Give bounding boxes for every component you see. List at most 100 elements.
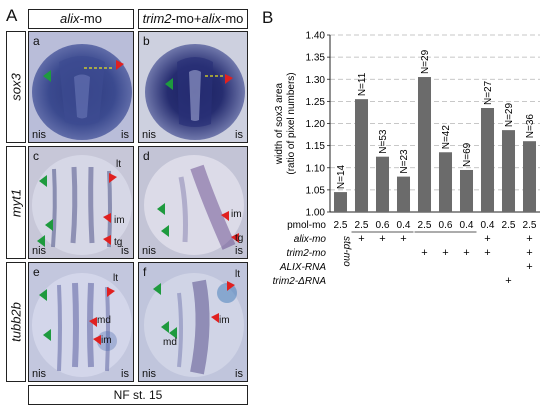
embryo-image-e: e lt md im nis is — [28, 262, 134, 382]
dose-value: 0.6 — [376, 220, 390, 231]
cell-f-label-im: im — [219, 315, 230, 326]
row-label-sox3: sox3 — [6, 31, 26, 143]
cell-b-nis: nis — [142, 129, 157, 141]
y-axis-label-line-2: (ratio of pixel numbers) — [286, 72, 297, 174]
bar — [480, 108, 495, 212]
condition-plus-mark: + — [526, 261, 532, 273]
row-label-tubb2b: tubb2b — [6, 262, 26, 382]
y-tick-label: 1.25 — [306, 97, 326, 108]
cell-c-label-tg: tg — [114, 237, 123, 248]
condition-plus-mark: + — [421, 247, 427, 259]
condition-plus-mark: + — [463, 247, 469, 259]
bar-n-label: N=14 — [336, 164, 347, 189]
cell-c-letter: c — [33, 149, 39, 163]
cell-e-nis: nis — [32, 368, 47, 380]
bar-n-label: N=27 — [483, 80, 494, 105]
bar — [396, 176, 411, 212]
cell-d-label-im: im — [231, 209, 242, 220]
bar-n-label: N=29 — [504, 103, 515, 128]
bar — [501, 130, 516, 212]
y-tick-label: 1.00 — [306, 208, 326, 219]
cell-f-label-md: md — [163, 337, 177, 348]
cell-a-letter: a — [33, 34, 40, 48]
condition-row-label: trim2-mo — [287, 248, 327, 259]
cell-f-letter: f — [143, 265, 147, 279]
y-tick-label: 1.15 — [306, 141, 326, 152]
cell-a-nis: nis — [32, 129, 47, 141]
bar-chart: 1.00 1.05 1.10 1.15 1.20 1.25 1.30 1.35 1.40 widt… — [273, 31, 540, 287]
dose-value: 0.4 — [481, 220, 495, 231]
y-axis-label-line-1: width of sox3 area — [274, 82, 285, 165]
cell-c-label-lt: lt — [116, 159, 121, 170]
y-tick-label: 1.05 — [306, 185, 326, 196]
condition-plus-mark: + — [526, 233, 532, 245]
cell-c-is: is — [121, 245, 129, 257]
dose-value: 2.5 — [334, 220, 348, 231]
condition-plus-mark: + — [358, 233, 364, 245]
col-header-1-gene: alix — [60, 11, 80, 26]
row-label-myt1: myt1 — [6, 146, 26, 259]
dose-value: 2.5 — [523, 220, 537, 231]
y-tick-label: 1.20 — [306, 119, 326, 130]
col-header-trim2-alix-mo: trim2-mo+alix-mo — [138, 9, 248, 29]
bar — [354, 99, 369, 212]
col-header-alix-mo: alix-mo — [28, 9, 134, 29]
bar-n-label: N=23 — [399, 149, 410, 174]
cell-e-letter: e — [33, 265, 40, 279]
cell-d-nis: nis — [142, 245, 157, 257]
cell-d-is: is — [235, 245, 243, 257]
col-header-2-prefix: trim2 — [142, 11, 172, 26]
bar — [375, 156, 390, 212]
cell-b-is: is — [235, 129, 243, 141]
condition-plus-mark: + — [526, 247, 532, 259]
cell-e-label-lt: lt — [113, 273, 118, 284]
col-header-2-gene: alix — [201, 11, 221, 26]
cell-b-letter: b — [143, 34, 150, 48]
condition-plus-mark: + — [400, 233, 406, 245]
panel-a-letter: A — [6, 6, 18, 25]
embryo-image-f: f lt md im nis is — [138, 262, 248, 382]
condition-plus-mark: + — [484, 233, 490, 245]
cell-d-letter: d — [143, 149, 150, 163]
col-header-2-suffix: -mo — [221, 11, 244, 26]
stage-footer: NF st. 15 — [28, 385, 248, 405]
condition-row-label: trim2-ΔRNA — [273, 276, 327, 287]
dose-value: 2.5 — [418, 220, 432, 231]
panel-b-letter: B — [262, 8, 274, 27]
y-tick-label: 1.40 — [306, 31, 326, 42]
cell-e-label-md: md — [97, 315, 111, 326]
y-tick-label: 1.35 — [306, 53, 326, 64]
dose-value: 2.5 — [502, 220, 516, 231]
bar-n-label: N=11 — [357, 72, 368, 96]
bar-n-label: N=36 — [525, 114, 536, 139]
cell-f-nis: nis — [142, 368, 157, 380]
bar — [438, 152, 453, 212]
dose-value: 2.5 — [355, 220, 369, 231]
cell-a-is: is — [121, 129, 129, 141]
col-header-1-suffix: -mo — [79, 11, 102, 26]
bar-n-label: N=42 — [441, 125, 452, 150]
dose-value: 0.4 — [460, 220, 474, 231]
embryo-image-b: b nis is — [138, 31, 248, 143]
y-tick-label: 1.10 — [306, 163, 326, 174]
std-mo-label: std-mo — [341, 236, 352, 267]
cell-c-label-im: im — [114, 215, 125, 226]
bar-n-label: N=69 — [462, 142, 473, 167]
condition-plus-mark: + — [505, 275, 511, 287]
cell-c-nis: nis — [32, 245, 47, 257]
cell-e-is: is — [121, 368, 129, 380]
bar — [333, 192, 348, 212]
condition-row-label: ALIX-RNA — [279, 262, 326, 273]
col-header-2-mid: -mo+ — [171, 11, 202, 26]
bar — [522, 141, 537, 212]
bar-n-label: N=29 — [420, 49, 431, 74]
bar — [417, 77, 432, 212]
dose-value: 0.4 — [397, 220, 411, 231]
cell-f-label-lt: lt — [235, 269, 240, 280]
y-tick-label: 1.30 — [306, 75, 326, 86]
dose-row-label: pmol-mo — [287, 220, 326, 231]
embryo-image-a: a nis is — [28, 31, 134, 143]
cell-f-is: is — [235, 368, 243, 380]
condition-plus-mark: + — [379, 233, 385, 245]
condition-plus-mark: + — [442, 247, 448, 259]
